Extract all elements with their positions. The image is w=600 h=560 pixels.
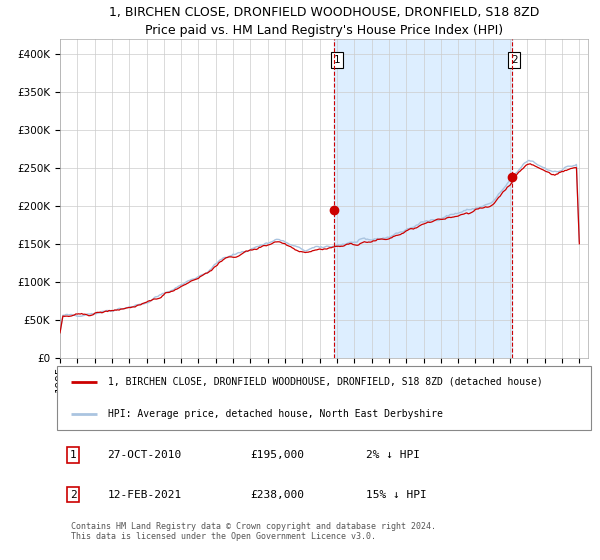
- Text: 1, BIRCHEN CLOSE, DRONFIELD WOODHOUSE, DRONFIELD, S18 8ZD (detached house): 1, BIRCHEN CLOSE, DRONFIELD WOODHOUSE, D…: [107, 377, 542, 387]
- Bar: [334, 39, 512, 358]
- Text: Contains HM Land Registry data © Crown copyright and database right 2024.
This d: Contains HM Land Registry data © Crown c…: [71, 522, 436, 541]
- Text: 2: 2: [511, 55, 517, 65]
- Title: 1, BIRCHEN CLOSE, DRONFIELD WOODHOUSE, DRONFIELD, S18 8ZD
Price paid vs. HM Land: 1, BIRCHEN CLOSE, DRONFIELD WOODHOUSE, D…: [109, 6, 539, 36]
- FancyBboxPatch shape: [58, 366, 590, 430]
- Text: 15% ↓ HPI: 15% ↓ HPI: [366, 489, 427, 500]
- Text: 12-FEB-2021: 12-FEB-2021: [107, 489, 182, 500]
- Text: 2: 2: [70, 489, 77, 500]
- Text: 27-OCT-2010: 27-OCT-2010: [107, 450, 182, 460]
- Text: 2% ↓ HPI: 2% ↓ HPI: [366, 450, 420, 460]
- Text: HPI: Average price, detached house, North East Derbyshire: HPI: Average price, detached house, Nort…: [107, 409, 442, 419]
- Text: £238,000: £238,000: [250, 489, 304, 500]
- Text: 1: 1: [334, 55, 340, 65]
- Text: £195,000: £195,000: [250, 450, 304, 460]
- Text: 1: 1: [70, 450, 77, 460]
